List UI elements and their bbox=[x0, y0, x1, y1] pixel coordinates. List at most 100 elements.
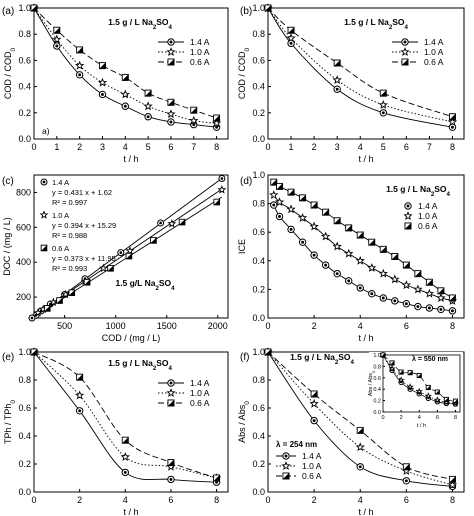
y-tick-label: 0.6 bbox=[252, 227, 265, 237]
wavelength-label: λ = 254 nm bbox=[276, 440, 317, 449]
y-axis-label: COD / COD0 bbox=[237, 48, 251, 100]
data-point-fill bbox=[150, 237, 157, 244]
legend-equation: y = 0.394 x + 15.29 bbox=[52, 221, 116, 230]
legend-label: 1.4 A bbox=[190, 37, 210, 47]
x-tick-label: 8 bbox=[450, 495, 455, 505]
x-tick-label: 8 bbox=[214, 142, 219, 152]
legend-label: 1.4 A bbox=[424, 37, 444, 47]
data-point-core bbox=[381, 111, 385, 115]
y-tick-label: 600 bbox=[16, 222, 31, 232]
data-point-fill bbox=[334, 59, 341, 67]
data-point-fill bbox=[276, 183, 283, 190]
legend-label: 0.6 A bbox=[302, 471, 322, 481]
series-line-1.0A bbox=[267, 351, 453, 486]
x-tick-label: 0 bbox=[265, 142, 270, 152]
x-axis-label: t / h bbox=[417, 423, 426, 429]
y-tick-label: 0.8 bbox=[252, 29, 265, 39]
data-point-fill bbox=[76, 374, 83, 381]
data-point-core bbox=[159, 221, 162, 225]
y-tick-label: 400 bbox=[16, 257, 31, 267]
y-tick-label: 0.2 bbox=[252, 459, 265, 469]
y-tick-label: 1.0 bbox=[252, 170, 265, 180]
data-point-core bbox=[335, 272, 339, 276]
data-point bbox=[332, 241, 342, 251]
legend-marker-fill bbox=[167, 58, 175, 66]
x-axis-label: t / h bbox=[358, 154, 373, 164]
x-tick-label: 6 bbox=[404, 142, 409, 152]
y-tick-label: 0.0 bbox=[252, 487, 265, 497]
data-point-core bbox=[220, 177, 224, 180]
y-tick-label: 1.0 bbox=[18, 3, 31, 13]
legend-marker-core bbox=[169, 40, 173, 44]
x-tick-label: 8 bbox=[214, 495, 219, 505]
y-tick-label: 0.8 bbox=[18, 29, 31, 39]
y-tick-label: 0.4 bbox=[18, 82, 31, 92]
data-point bbox=[48, 297, 58, 307]
legend-marker bbox=[166, 47, 176, 56]
panel-d: 0 2 4 6 8 0.0 0.2 0.4 0.6 0.8 1.0 t / h ICE 1.5 g / L… bbox=[237, 170, 465, 343]
panel-label-e: (e) bbox=[2, 352, 14, 363]
data-point-core bbox=[358, 465, 362, 469]
legend-marker-core bbox=[406, 204, 410, 208]
data-point-core bbox=[427, 306, 431, 310]
data-point-core bbox=[55, 44, 59, 48]
panel-title: 1.5 g/L Na2SO4 bbox=[115, 278, 175, 292]
panel-c: 500 1000 1500 2000 200 400 600 800 COD / (mg / L… bbox=[2, 174, 229, 343]
y-tick-label: 0.6 bbox=[252, 55, 265, 65]
data-point bbox=[125, 246, 135, 255]
data-point bbox=[424, 288, 435, 298]
data-point-fill bbox=[213, 474, 220, 482]
data-point bbox=[355, 442, 365, 452]
plot-frame bbox=[267, 7, 465, 140]
legend-label: 1.4 A bbox=[190, 378, 210, 388]
x-tick-label: 0 bbox=[265, 495, 270, 505]
data-point bbox=[74, 60, 85, 70]
data-point-core bbox=[289, 41, 293, 45]
legend-label: 1.0 A bbox=[418, 211, 438, 221]
data-point-fill bbox=[179, 219, 185, 225]
x-tick-label: 2 bbox=[400, 415, 403, 421]
data-point bbox=[401, 280, 412, 290]
legend-label: 1.4 A bbox=[302, 451, 322, 461]
data-point-core bbox=[123, 104, 127, 108]
x-tick-label: 5 bbox=[146, 142, 151, 152]
data-point-fill bbox=[391, 253, 398, 260]
x-tick-label: 4 bbox=[358, 142, 363, 152]
data-point-core bbox=[404, 479, 408, 483]
data-point-core bbox=[451, 309, 454, 313]
inset-f: 0 2 4 6 8 0.0 0.2 0.4 0.6 0.8 1.0 t / h Abs / Abs0 λ … bbox=[368, 351, 463, 431]
legend-marker-core bbox=[284, 454, 288, 458]
data-point-core bbox=[301, 240, 305, 244]
legend-label: 1.0 A bbox=[424, 47, 444, 57]
data-point-core bbox=[78, 409, 82, 413]
x-tick-label: 8 bbox=[454, 415, 457, 421]
data-point-fill bbox=[299, 194, 306, 201]
data-point-core bbox=[278, 215, 281, 218]
data-point bbox=[309, 398, 319, 408]
data-point bbox=[74, 390, 85, 400]
legend-marker-fill bbox=[41, 245, 47, 251]
y-tick-label: 0.2 bbox=[373, 399, 381, 405]
data-point-core bbox=[30, 316, 34, 320]
data-point bbox=[97, 77, 108, 87]
data-point bbox=[286, 33, 296, 43]
y-tick-label: 0.6 bbox=[373, 376, 381, 382]
x-tick-label: 1 bbox=[54, 142, 59, 152]
data-point bbox=[309, 221, 319, 231]
data-point-fill bbox=[270, 179, 277, 186]
x-tick-label: 2 bbox=[312, 321, 317, 331]
panel-b: 0 1 2 3 4 5 6 7 8 0.0 0.2 0.4 0.6 0.8 1.0 t / h COD / CO… bbox=[237, 3, 465, 164]
data-point-core bbox=[146, 115, 150, 119]
legend-label: 0.6 A bbox=[52, 244, 69, 253]
panel-title: 1.5 g / L Na2SO4 bbox=[344, 17, 408, 31]
y-tick-label: 0.0 bbox=[373, 410, 381, 416]
y-tick-label: 1.0 bbox=[252, 3, 265, 13]
x-tick-label: 6 bbox=[168, 495, 173, 505]
data-point-fill bbox=[190, 107, 197, 114]
y-tick-label: 0.4 bbox=[373, 387, 381, 393]
y-tick-label: 0.6 bbox=[252, 403, 265, 413]
y-tick-label: 1.0 bbox=[373, 353, 381, 359]
inset-background bbox=[369, 352, 463, 431]
data-point bbox=[320, 231, 331, 241]
